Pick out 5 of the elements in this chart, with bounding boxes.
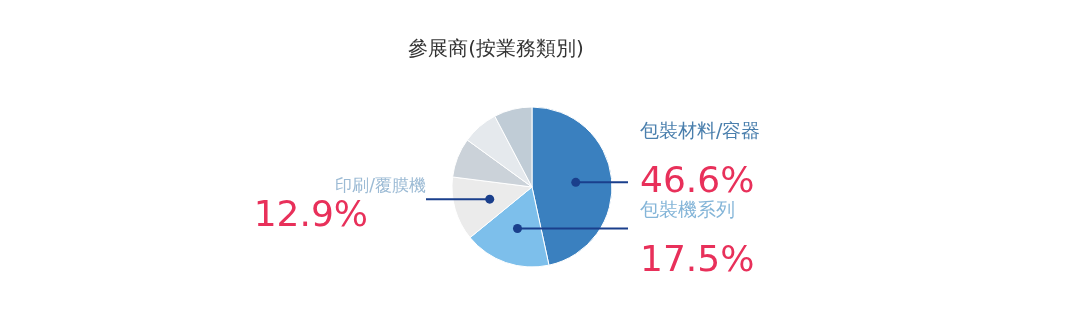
- slice-label: 印刷/覆膜機: [335, 175, 426, 196]
- slice-label: 包裝材料/容器: [640, 119, 761, 142]
- data-label: 17.5%: [640, 237, 755, 279]
- chart-title: 參展商(按業務類別): [408, 36, 584, 60]
- data-label: 12.9%: [253, 193, 368, 235]
